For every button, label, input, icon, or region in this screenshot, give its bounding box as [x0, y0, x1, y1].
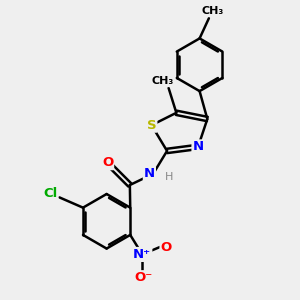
Text: N: N: [193, 140, 204, 153]
Text: O⁻: O⁻: [135, 271, 153, 284]
Text: Cl: Cl: [43, 187, 57, 200]
Text: N⁺: N⁺: [133, 248, 151, 261]
Text: H: H: [164, 172, 173, 182]
Text: CH₃: CH₃: [202, 6, 224, 16]
Text: S: S: [147, 119, 156, 132]
Text: CH₃: CH₃: [151, 76, 173, 86]
Text: O: O: [160, 241, 172, 254]
Text: N: N: [144, 167, 155, 180]
Text: O: O: [102, 156, 113, 169]
